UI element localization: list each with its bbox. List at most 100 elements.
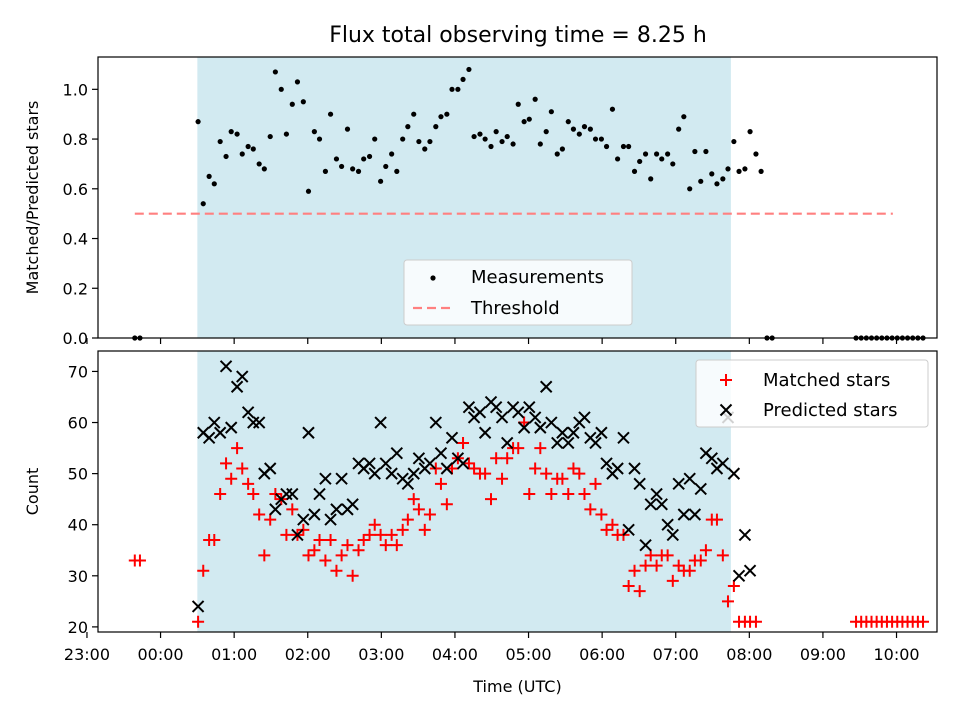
bottom-series-1 [191, 360, 757, 613]
matched-point [407, 493, 420, 506]
predicted-point [202, 431, 216, 445]
matched-point [622, 580, 635, 593]
predicted-point [705, 452, 719, 465]
bottom-y-axis-label: Count [23, 468, 42, 516]
x-tick-label: 05:00 [505, 645, 551, 664]
predicted-point [633, 477, 646, 491]
matched-point [346, 569, 359, 582]
matched-point [220, 457, 233, 470]
predicted-point [291, 528, 304, 542]
matched-point [258, 549, 271, 562]
measurement-point [300, 99, 306, 105]
predicted-point [694, 482, 707, 496]
measurement-point [581, 124, 588, 130]
measurement-point [200, 201, 206, 207]
matched-point [264, 513, 277, 526]
predicted-point [551, 436, 564, 450]
measurement-point [626, 143, 632, 150]
measurement-point [234, 131, 240, 137]
matched-point [650, 559, 663, 572]
measurement-point [366, 153, 373, 160]
legend-box [403, 259, 633, 326]
matched-point [523, 488, 536, 501]
predicted-point [478, 426, 492, 439]
matched-point [639, 559, 652, 572]
matched-point [236, 462, 249, 475]
measurement-point [311, 129, 317, 135]
predicted-point [595, 426, 608, 439]
matched-point [485, 493, 498, 506]
matched-point [479, 467, 492, 480]
matched-point [352, 544, 365, 557]
predicted-point [732, 569, 746, 583]
predicted-point [617, 431, 630, 445]
matched-point [468, 462, 481, 475]
bottom-shaded-interval [197, 351, 731, 632]
x-tick-label: 04:00 [432, 645, 478, 664]
measurement-point [250, 146, 256, 152]
legend-box [695, 359, 929, 428]
measurement-point [405, 124, 411, 130]
measurement-point [637, 158, 643, 165]
measurement-point [272, 69, 278, 75]
predicted-point [727, 467, 741, 480]
y-tick-label: 60 [68, 414, 88, 433]
measurement-point [289, 101, 295, 107]
matched-point [390, 539, 403, 552]
predicted-point [286, 487, 299, 501]
y-tick-label: 0.8 [63, 130, 88, 149]
predicted-point [545, 416, 558, 429]
matched-point [363, 528, 376, 541]
predicted-point [247, 416, 260, 429]
measurement-point [433, 124, 439, 130]
matched-point [368, 518, 381, 531]
matched-point [401, 513, 414, 526]
measurement-point [753, 151, 759, 157]
predicted-point [236, 370, 249, 383]
legend-label-threshold: Threshold [470, 298, 560, 319]
measurement-point [648, 176, 654, 182]
predicted-point [639, 538, 652, 552]
measurement-point [714, 181, 720, 187]
legend-label-matched: Matched stars [763, 370, 890, 391]
predicted-point [264, 462, 277, 475]
predicted-point [589, 436, 602, 450]
measurement-point [709, 171, 715, 177]
legend-label-measurements: Measurements [471, 267, 604, 288]
y-tick-label: 20 [68, 618, 88, 637]
measurement-point [670, 161, 676, 167]
x-axis-label: Time (UTC) [472, 677, 561, 696]
predicted-point [252, 416, 266, 429]
predicted-point [688, 508, 702, 521]
predicted-point [672, 477, 685, 491]
measurement-point [278, 86, 284, 92]
matched-point [379, 539, 392, 552]
measurement-point [361, 156, 367, 162]
matched-point [556, 472, 569, 485]
predicted-point [644, 498, 657, 511]
matched-point [423, 508, 436, 521]
measurement-point [642, 151, 649, 157]
measurement-point [477, 131, 483, 137]
measurement-point [471, 133, 477, 140]
measurement-point [438, 114, 444, 120]
matched-point [529, 462, 542, 475]
matched-point [462, 457, 475, 470]
predicted-point [716, 457, 730, 470]
matched-point [512, 442, 525, 455]
measurement-point [333, 156, 340, 162]
matched-point [644, 549, 657, 562]
measurement-point [267, 133, 273, 140]
measurement-point [554, 151, 560, 157]
matched-point [496, 472, 509, 485]
measurement-point [261, 166, 267, 172]
measurement-point [322, 168, 329, 174]
matched-point [721, 595, 734, 608]
measurement-point [720, 176, 726, 182]
measurement-point [614, 156, 621, 162]
predicted-point [534, 421, 547, 434]
predicted-point [230, 380, 244, 393]
x-tick-label: 23:00 [64, 645, 110, 664]
matched-point [562, 488, 575, 501]
predicted-point [401, 477, 415, 491]
